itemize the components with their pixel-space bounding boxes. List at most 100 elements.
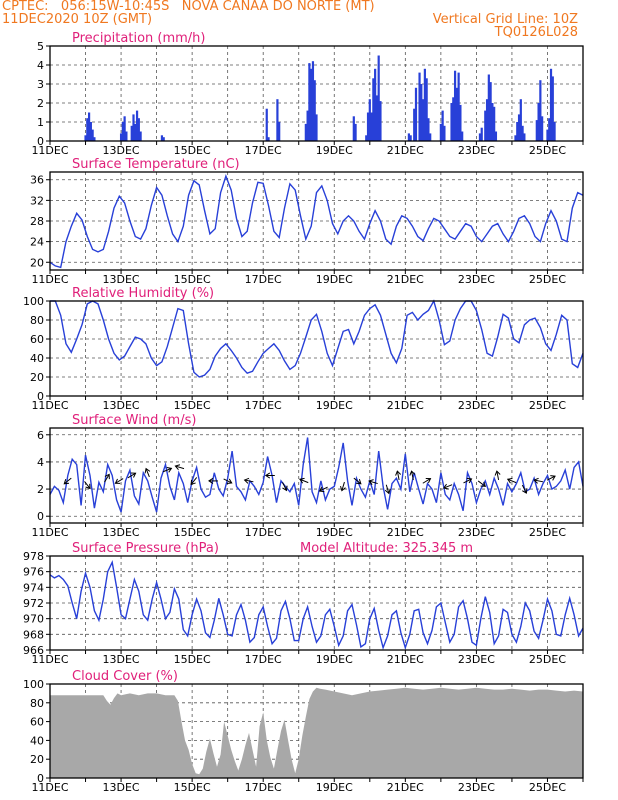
x-tick-label: 13DEC	[103, 781, 140, 794]
wind-arrow-head	[174, 464, 181, 471]
precip-bar	[535, 120, 538, 141]
wind-arrow-head	[384, 488, 391, 495]
x-tick-label: 19DEC	[316, 781, 353, 794]
panel-2: 20 24 28 32 36 11DEC 13DEC 15DEC 17DEC 19DEC 21DEC…	[30, 157, 584, 286]
y-tick-label: 966	[23, 644, 44, 657]
wind-arrow-shaft	[190, 477, 198, 485]
y-tick-label: 0	[37, 390, 44, 403]
precip-bar	[306, 110, 309, 141]
precip-bar	[365, 135, 368, 141]
wind-arrow	[506, 477, 517, 484]
x-tick-label: 15DEC	[174, 653, 211, 666]
grid-note: Vertical Grid Line: 10Z	[432, 12, 578, 27]
wind-arrow-head	[425, 477, 432, 484]
precip-bar	[484, 110, 487, 141]
x-tick-label: 11DEC	[31, 653, 68, 666]
wind-arrow	[223, 478, 233, 484]
wind-arrow-shaft	[521, 484, 527, 494]
wind-arrow-head	[466, 477, 473, 484]
wind-arrow	[63, 477, 72, 485]
y-tick-label: 36	[30, 174, 44, 187]
x-tick-label: 21DEC	[387, 653, 424, 666]
wind-arrow-head	[85, 483, 91, 490]
x-tick-label: 25DEC	[529, 144, 566, 157]
x-tick-label: 11DEC	[31, 526, 68, 539]
wind-arrow	[144, 467, 151, 478]
wind-arrow-shaft	[104, 474, 110, 483]
wind-arrow	[190, 477, 198, 486]
y-tick-label: 24	[30, 236, 44, 249]
wind-arrow	[264, 472, 275, 479]
wind-arrow-head	[395, 470, 402, 476]
wind-arrow-shaft	[319, 486, 328, 492]
precip-bar	[429, 133, 432, 141]
x-tick-label: 21DEC	[387, 526, 424, 539]
wind-arrow-shaft	[546, 475, 556, 481]
y-tick-label: 100	[23, 678, 44, 691]
panel-title: Precipitation (mm/h)	[72, 31, 205, 46]
wind-arrow-shaft	[162, 467, 172, 473]
x-tick-label: 19DEC	[316, 526, 353, 539]
wind-arrow-shaft	[443, 484, 453, 489]
x-tick-label: 19DEC	[316, 144, 353, 157]
x-tick-label: 17DEC	[245, 653, 282, 666]
panel-frame	[49, 300, 584, 397]
wind-arrow	[84, 481, 91, 490]
precip-bar	[414, 87, 418, 141]
precip-bar	[352, 116, 355, 141]
panel-title: Surface Temperature (nC)	[72, 157, 240, 172]
precip-bar	[407, 133, 410, 141]
precip-bar	[130, 125, 133, 141]
precip-bar	[441, 110, 444, 141]
precip-bar	[420, 84, 423, 141]
y-tick-label: 2	[37, 483, 44, 496]
x-tick-label: 19DEC	[316, 399, 353, 412]
wind-arrow-head	[104, 473, 110, 480]
wind-arrow-shaft	[396, 470, 400, 481]
y-tick-label: 32	[30, 194, 44, 207]
precip-bar	[372, 78, 375, 141]
wind-arrow-head	[442, 483, 449, 490]
precip-bar	[310, 68, 313, 141]
precip-bar	[375, 95, 379, 141]
y-tick-label: 968	[23, 628, 44, 641]
wind-arrow	[114, 478, 124, 484]
wind-arrow	[521, 484, 528, 494]
wind-arrow-shaft	[127, 472, 136, 479]
wind-arrow-head	[208, 477, 214, 484]
panel-5: 966 968 970 972 974 976 978 11DEC 13DEC 15DEC 17DE…	[23, 541, 584, 666]
wind-arrow	[299, 477, 309, 484]
y-tick-label: 80	[30, 697, 44, 710]
y-tick-label: 20	[30, 256, 44, 269]
precip-bar	[134, 123, 137, 141]
precip-bar	[546, 129, 549, 141]
wind-arrow-head	[114, 478, 121, 484]
header-line2: 11DEC2020 10Z (GMT)	[2, 12, 153, 27]
panel-frame	[49, 45, 584, 142]
wind-arrow-shaft	[477, 480, 486, 487]
wind-arrow-head	[318, 486, 325, 493]
x-tick-label: 25DEC	[529, 399, 566, 412]
wind-arrow	[477, 480, 487, 487]
y-tick-label: 974	[23, 581, 44, 594]
wind-arrow	[463, 477, 473, 484]
wind-arrow-head	[533, 477, 539, 484]
precip-bar	[487, 74, 490, 141]
header-line1: CPTEC: 056:15W-10:45S NOVA CANAA DO NORT…	[2, 0, 375, 14]
precip-bar	[308, 63, 311, 141]
precip-bar	[374, 68, 377, 141]
wind-arrow-shaft	[175, 465, 185, 470]
y-tick-label: 4	[37, 456, 44, 469]
y-tick-label: 60	[30, 716, 44, 729]
precip-bar	[123, 116, 126, 141]
panel-title: Surface Wind (m/s)	[72, 413, 196, 428]
precip-bar	[461, 131, 464, 141]
wind-arrow	[546, 475, 556, 481]
y-tick-label: 80	[30, 314, 44, 327]
precip-bar	[87, 112, 91, 141]
y-tick-label: 20	[30, 371, 44, 384]
x-tick-label: 15DEC	[174, 526, 211, 539]
wind-arrow	[282, 482, 288, 492]
x-tick-label: 13DEC	[103, 653, 140, 666]
y-tick-label: 1	[37, 116, 44, 129]
